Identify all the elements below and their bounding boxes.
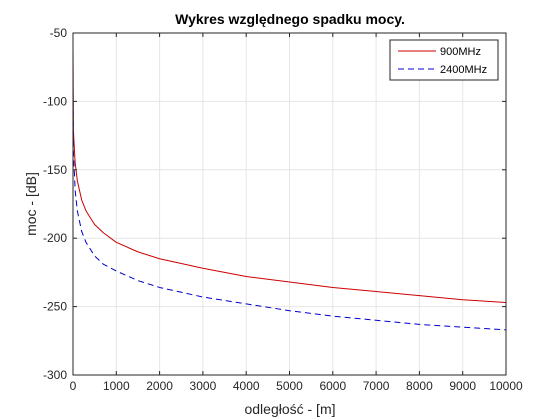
x-tick-label: 7000 [363, 379, 390, 393]
x-tick-label: 1000 [103, 379, 130, 393]
legend: 900MHz 2400MHz [389, 39, 499, 81]
x-tick-label: 6000 [319, 379, 346, 393]
x-tick-label: 2000 [146, 379, 173, 393]
series-group [72, 53, 507, 331]
chart-title: Wykres względnego spadku mocy. [175, 11, 405, 27]
x-tick-label: 9000 [449, 379, 476, 393]
x-axis-label: odległość - [m] [244, 401, 335, 417]
x-tick-label: 4000 [233, 379, 260, 393]
y-tick-label: -150 [43, 163, 67, 177]
x-tick-label: 10000 [489, 379, 523, 393]
series-line-2400mhz [72, 90, 507, 331]
y-tick-label: -300 [43, 368, 67, 382]
y-axis-label: moc - [dB] [23, 172, 39, 236]
y-tick-label: -100 [43, 94, 67, 108]
series-line-900mhz [72, 53, 507, 303]
x-tick-label: 0 [70, 379, 77, 393]
legend-label-2400mhz: 2400MHz [440, 64, 487, 76]
x-tick-label: 8000 [406, 379, 433, 393]
legend-label-900mhz: 900MHz [440, 46, 481, 58]
grid [73, 33, 506, 375]
x-tick-label: 3000 [190, 379, 217, 393]
y-tick-label: -200 [43, 231, 67, 245]
y-tick-label: -250 [43, 300, 67, 314]
x-tick-label: 5000 [276, 379, 303, 393]
ticks: 0 1000 2000 3000 4000 5000 6000 7000 8000 9000 100… [43, 26, 523, 393]
legend-box [389, 39, 499, 81]
y-tick-label: -50 [50, 26, 68, 40]
